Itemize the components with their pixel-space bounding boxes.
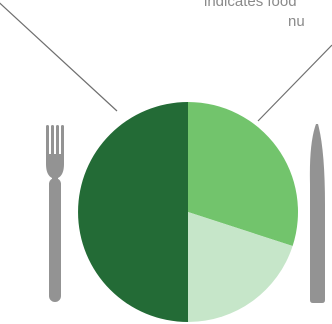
pie-slice-1 xyxy=(188,102,298,246)
pie-slice-2 xyxy=(188,212,293,322)
annotation-line-1: indicates food xyxy=(204,0,297,10)
left-leader-line xyxy=(0,2,118,112)
annotation-line-2: nu xyxy=(288,13,305,30)
right-leader-line xyxy=(257,44,332,122)
pie-slice-3 xyxy=(78,102,188,322)
knife-icon xyxy=(309,124,325,303)
pie-chart xyxy=(78,102,298,322)
fork-icon xyxy=(46,125,64,302)
